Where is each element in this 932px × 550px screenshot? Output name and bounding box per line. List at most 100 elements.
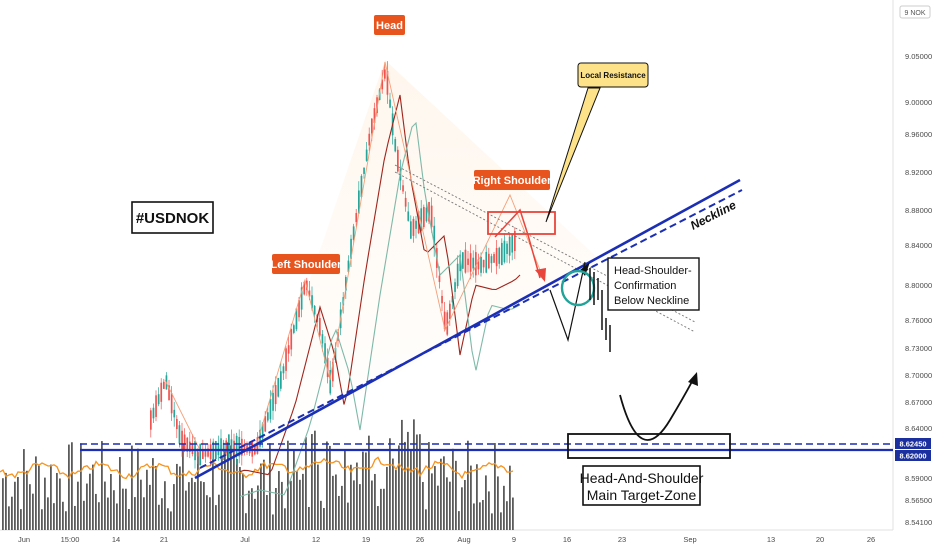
volume-bar bbox=[320, 500, 322, 530]
volume-bar bbox=[383, 488, 385, 530]
volume-bar bbox=[17, 477, 19, 530]
candle-body bbox=[508, 236, 511, 256]
candle-body bbox=[285, 348, 287, 371]
candle-body bbox=[459, 254, 462, 272]
y-tick-label: 8.88000 bbox=[905, 206, 932, 215]
left-shoulder-callout: Left Shoulder bbox=[271, 259, 343, 271]
candle-body bbox=[441, 295, 443, 304]
volume-bar bbox=[452, 448, 454, 530]
candle-body bbox=[381, 79, 384, 90]
candle-body bbox=[183, 434, 186, 452]
x-tick-label: 20 bbox=[816, 535, 824, 544]
candle-body bbox=[300, 287, 303, 310]
candle-body bbox=[238, 436, 241, 457]
candle-body bbox=[160, 382, 163, 402]
volume-bar bbox=[95, 493, 97, 530]
volume-bar bbox=[170, 511, 172, 530]
candle-body bbox=[449, 303, 451, 319]
x-tick-label: 21 bbox=[160, 535, 168, 544]
volume-bar bbox=[317, 464, 319, 530]
y-tick-label: 8.76000 bbox=[905, 316, 932, 325]
volume-bar bbox=[449, 481, 451, 530]
volume-bar bbox=[5, 472, 7, 530]
candle-body bbox=[233, 440, 235, 451]
volume-bar bbox=[314, 430, 316, 530]
volume-bar bbox=[47, 497, 49, 530]
volume-bar bbox=[467, 440, 469, 530]
volume-bar bbox=[437, 485, 439, 530]
y-tick-label: 8.92000 bbox=[905, 168, 932, 177]
candle-body bbox=[386, 70, 389, 95]
volume-bar bbox=[485, 475, 487, 530]
volume-bar bbox=[107, 497, 109, 530]
volume-bar bbox=[290, 480, 292, 530]
volume-bar bbox=[305, 437, 307, 530]
x-tick-label: Aug bbox=[457, 535, 470, 544]
x-tick-label: 14 bbox=[112, 535, 120, 544]
candle-body bbox=[199, 443, 202, 466]
volume-bar bbox=[443, 456, 445, 530]
candle-body bbox=[191, 443, 194, 454]
volume-bar bbox=[50, 464, 52, 530]
candle-body bbox=[326, 357, 329, 377]
volume-bar bbox=[410, 449, 412, 530]
volume-bar bbox=[230, 445, 232, 530]
y-tick-label: 8.80000 bbox=[905, 281, 932, 290]
candle-body bbox=[456, 263, 459, 287]
price-axis-panel[interactable] bbox=[893, 0, 932, 550]
candle-body bbox=[482, 259, 485, 268]
volume-bar bbox=[221, 457, 223, 530]
currency-badge-box[interactable] bbox=[899, 5, 931, 19]
volume-bar bbox=[92, 464, 94, 530]
volume-bar bbox=[260, 463, 262, 530]
head-callout-box bbox=[374, 15, 405, 35]
volume-bar bbox=[302, 473, 304, 530]
left-shoulder-callout-box bbox=[272, 254, 340, 274]
y-tick-label: 8.67000 bbox=[905, 398, 932, 407]
candle-body bbox=[428, 202, 430, 222]
volume-bar bbox=[347, 502, 349, 530]
volume-bar bbox=[140, 479, 142, 530]
candle-body bbox=[228, 434, 230, 457]
candle-body bbox=[397, 149, 399, 172]
volume-bar bbox=[455, 460, 457, 530]
candle-body bbox=[290, 329, 293, 350]
volume-bar bbox=[20, 509, 22, 530]
volume-bar bbox=[242, 473, 244, 530]
candle-body bbox=[407, 211, 410, 221]
volume-bar bbox=[392, 458, 394, 530]
candle-body bbox=[150, 410, 152, 430]
candle-body bbox=[420, 208, 423, 231]
candle-body bbox=[404, 197, 407, 207]
volume-bar bbox=[98, 502, 100, 530]
candle-body bbox=[511, 234, 514, 253]
volume-bar bbox=[113, 490, 115, 530]
candle-body bbox=[313, 305, 316, 315]
volume-bar bbox=[266, 494, 268, 530]
volume-bar bbox=[131, 445, 133, 530]
candle-body bbox=[222, 442, 225, 452]
volume-bar bbox=[503, 485, 505, 530]
volume-bar bbox=[368, 435, 370, 530]
volume-bar bbox=[134, 497, 136, 530]
volume-bar bbox=[284, 508, 286, 530]
candle-body bbox=[430, 205, 433, 228]
volume-bar bbox=[512, 497, 514, 530]
x-tick-label: 9 bbox=[512, 535, 516, 544]
volume-bar bbox=[338, 495, 340, 530]
confirmation-line-1: Head-Shoulder- bbox=[614, 265, 692, 277]
volume-bar bbox=[398, 445, 400, 530]
candle-body bbox=[209, 444, 212, 460]
volume-bar bbox=[59, 478, 61, 530]
volume-bar bbox=[188, 482, 190, 530]
candle-body bbox=[178, 425, 181, 444]
volume-bar bbox=[299, 479, 301, 530]
candle-body bbox=[371, 118, 373, 134]
volume-bar bbox=[251, 488, 253, 530]
volume-bar bbox=[413, 419, 415, 530]
volume-bar bbox=[197, 452, 199, 530]
volume-bar bbox=[371, 480, 373, 530]
candle-body bbox=[274, 385, 277, 405]
volume-bar bbox=[179, 466, 181, 530]
